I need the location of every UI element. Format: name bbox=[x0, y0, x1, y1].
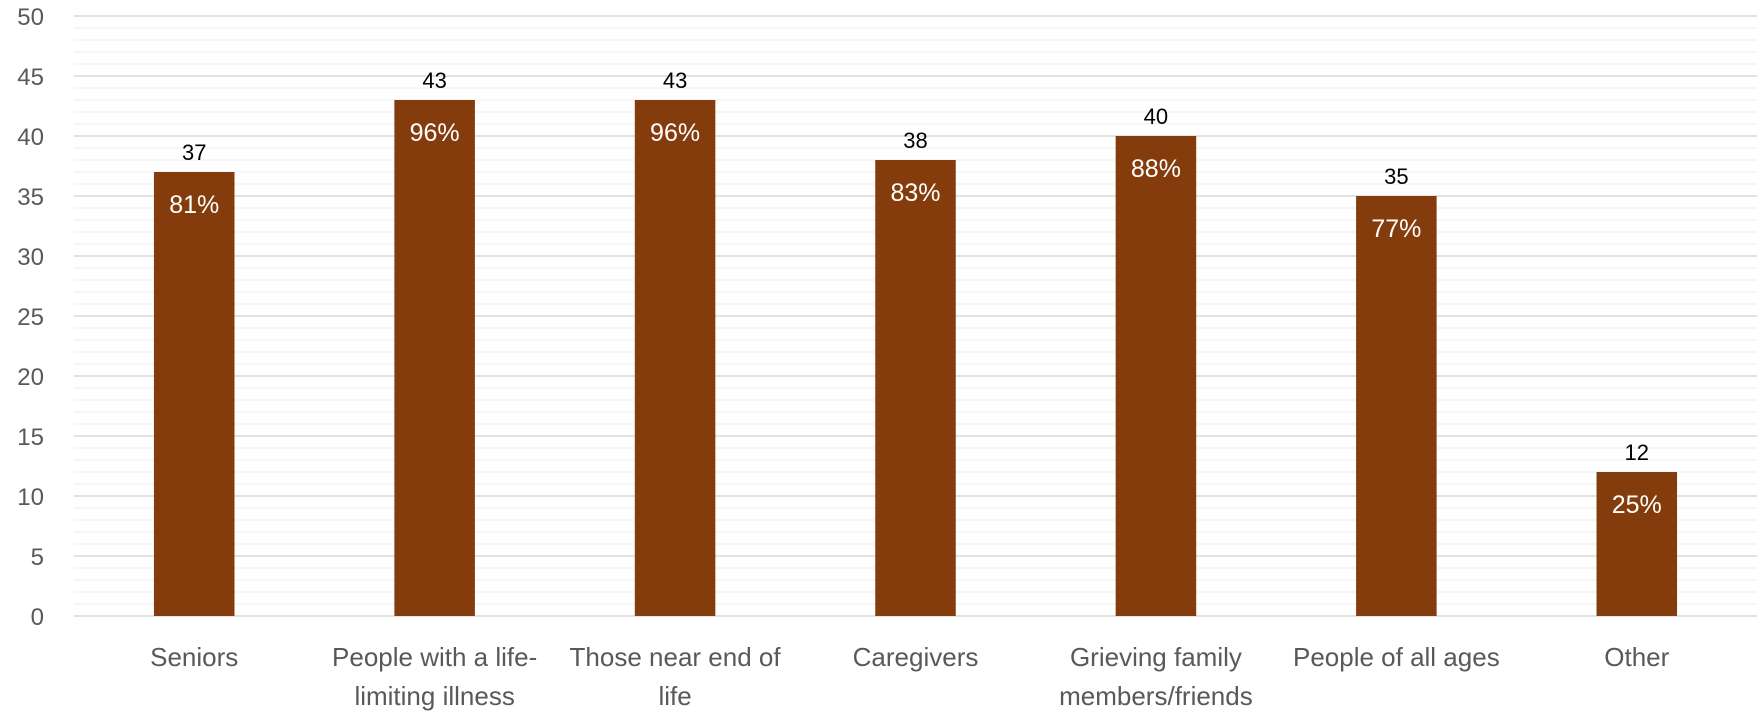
percent-label: 96% bbox=[650, 119, 700, 147]
category-label-line: Those near end of bbox=[570, 642, 782, 672]
bar bbox=[875, 160, 956, 616]
x-axis: Seniors People with a life-limiting illne… bbox=[150, 642, 1670, 711]
y-tick-label: 5 bbox=[31, 544, 44, 571]
percent-label: 77% bbox=[1371, 215, 1421, 243]
bar bbox=[1596, 472, 1678, 616]
y-tick-label: 20 bbox=[17, 364, 44, 391]
percent-label: 88% bbox=[1131, 155, 1181, 183]
category-label-line: life bbox=[658, 681, 691, 711]
data-label: 43 bbox=[422, 68, 446, 93]
category-label: People of all ages bbox=[1293, 642, 1500, 672]
data-label: 37 bbox=[182, 140, 206, 165]
y-tick-label: 15 bbox=[17, 424, 44, 451]
category-label-line: Seniors bbox=[150, 642, 238, 672]
y-axis: 0 5 10 15 20 25 30 35 40 45 50 bbox=[17, 4, 44, 631]
category-label: Grieving family members/friends bbox=[1059, 642, 1253, 711]
y-tick-label: 30 bbox=[17, 244, 44, 271]
bar bbox=[153, 172, 235, 616]
data-label: 38 bbox=[903, 128, 927, 153]
category-label-line: People with a life- bbox=[332, 642, 537, 672]
category-label-line: Grieving family bbox=[1070, 642, 1242, 672]
bar bbox=[634, 100, 716, 616]
y-tick-label: 10 bbox=[17, 484, 44, 511]
category-label-line: People of all ages bbox=[1293, 642, 1500, 672]
percent-label: 83% bbox=[890, 179, 940, 207]
bar bbox=[1115, 136, 1197, 616]
category-label: Other bbox=[1604, 642, 1669, 672]
bars: 37 81% 43 96% 43 96% 38 83% 40 88% 35 77% 12 25% bbox=[153, 68, 1678, 616]
y-tick-label: 25 bbox=[17, 304, 44, 331]
data-label: 12 bbox=[1625, 440, 1649, 465]
y-tick-label: 35 bbox=[17, 184, 44, 211]
category-label-line: limiting illness bbox=[354, 681, 514, 711]
bar bbox=[1356, 196, 1437, 616]
category-label: People with a life-limiting illness bbox=[332, 642, 537, 711]
category-label: Those near end of life bbox=[570, 642, 782, 711]
data-label: 35 bbox=[1384, 164, 1408, 189]
y-tick-label: 40 bbox=[17, 124, 44, 151]
category-label-line: Other bbox=[1604, 642, 1669, 672]
data-label: 40 bbox=[1144, 104, 1168, 129]
y-tick-label: 0 bbox=[31, 604, 44, 631]
y-tick-label: 50 bbox=[17, 4, 44, 31]
percent-label: 96% bbox=[410, 119, 460, 147]
category-label-line: members/friends bbox=[1059, 681, 1253, 711]
category-label-line: Caregivers bbox=[853, 642, 979, 672]
percent-label: 81% bbox=[169, 191, 219, 219]
category-label: Caregivers bbox=[853, 642, 979, 672]
category-label: Seniors bbox=[150, 642, 238, 672]
percent-label: 25% bbox=[1612, 491, 1662, 519]
bar bbox=[394, 100, 475, 616]
data-label: 43 bbox=[663, 68, 687, 93]
y-tick-label: 45 bbox=[17, 64, 44, 91]
